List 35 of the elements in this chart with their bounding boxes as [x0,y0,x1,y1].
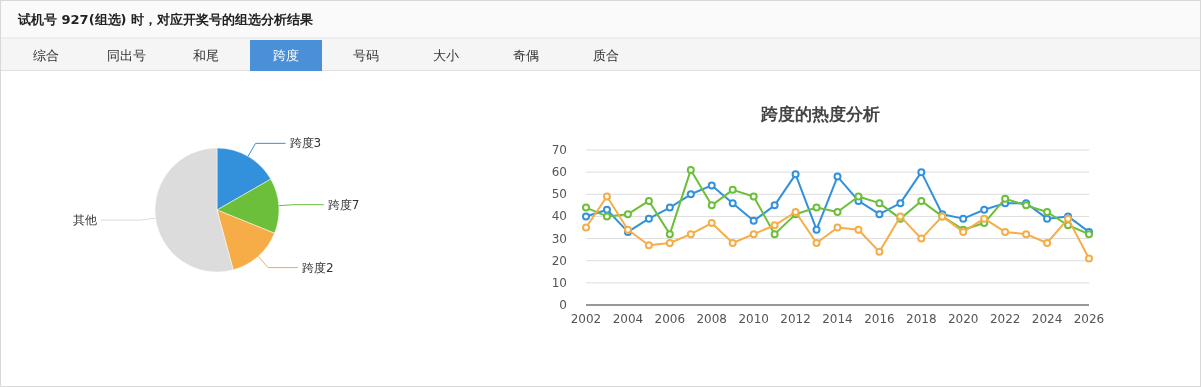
y-tick-label: 60 [551,165,567,180]
slice-label: 其他 [72,213,97,228]
text: 质合 [593,48,619,63]
x-tick-label: 2006 [654,312,686,326]
x-tick-label: 2022 [989,312,1021,326]
text: 同出号 [106,48,146,63]
text: 号码 [353,48,379,63]
y-tick-label: 10 [551,275,567,290]
y-tick-label: 40 [551,209,567,224]
text: 大小 [433,48,459,63]
slice-label: 跨度3 [289,136,322,151]
chart-title: 跨度的热度分析 [759,104,880,124]
y-tick-label: 50 [551,187,567,202]
y-tick-label: 70 [551,143,567,157]
x-tick-label: 2014 [822,312,853,326]
x-tick-label: 2010 [738,312,769,326]
x-tick-label: 2002 [570,312,602,326]
y-tick-label: 30 [551,231,567,246]
text: 综合 [33,48,59,63]
x-tick-label: 2012 [780,312,811,326]
x-tick-label: 2018 [906,312,937,326]
text: 奇偶 [513,48,539,63]
text: 跨度 [273,48,299,63]
slice-label: 跨度2 [302,260,334,275]
x-tick-label: 2008 [696,312,728,326]
y-tick-label: 0 [559,298,567,312]
x-tick-label: 2020 [947,312,979,326]
text: 和尾 [193,48,219,63]
chart-title: 试机号 927(组选) 时，对应开奖号的组选分析结果 [17,12,315,27]
slice-label: 跨度7 [327,197,360,212]
x-tick-label: 2016 [864,312,895,326]
y-tick-label: 20 [551,253,567,268]
x-tick-label: 2024 [1031,312,1063,326]
x-tick-label: 2026 [1073,312,1105,326]
x-tick-label: 2004 [612,312,644,326]
